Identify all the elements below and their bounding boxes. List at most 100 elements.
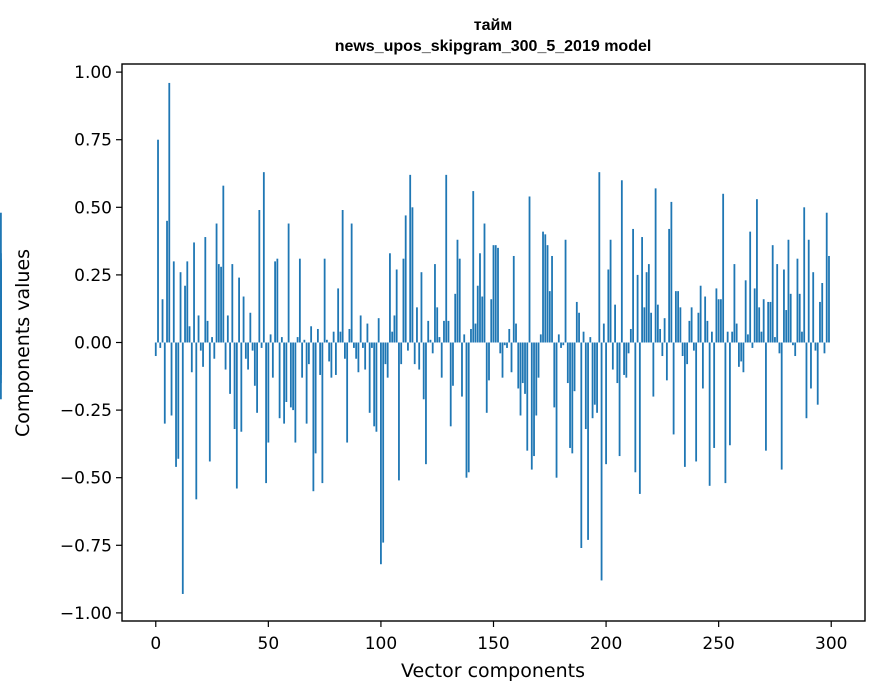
bar	[521, 342, 524, 384]
bar	[668, 228, 671, 343]
y-tick-label: 1.00	[74, 63, 112, 83]
bar	[193, 242, 195, 343]
bar	[780, 342, 783, 470]
x-tick-label: 200	[590, 634, 622, 654]
bar	[359, 315, 362, 343]
bar	[643, 307, 646, 343]
y-tick-label: 0.50	[74, 198, 112, 218]
bar	[501, 342, 504, 378]
bar	[350, 223, 353, 343]
bar	[819, 301, 821, 343]
bar	[679, 307, 682, 343]
bar	[382, 342, 385, 543]
bar	[616, 342, 619, 384]
bar	[488, 342, 490, 381]
bar	[519, 342, 522, 416]
bar	[607, 269, 610, 343]
bar	[744, 280, 747, 343]
bar	[368, 342, 371, 413]
bar	[625, 342, 628, 378]
bar	[0, 296, 2, 343]
y-tick-label: 0.75	[74, 131, 112, 151]
bar	[251, 342, 254, 351]
bar	[404, 215, 407, 343]
bar	[609, 239, 612, 343]
bar	[490, 299, 493, 343]
bar	[713, 342, 716, 448]
bar	[395, 269, 398, 343]
bar	[807, 239, 810, 343]
bar	[371, 342, 373, 348]
bar	[557, 334, 560, 343]
bar	[796, 258, 799, 343]
bar	[524, 342, 526, 394]
bar	[638, 342, 641, 494]
bar	[715, 288, 718, 343]
bar	[515, 323, 517, 343]
bar	[517, 342, 520, 389]
bar	[816, 342, 819, 405]
bar	[353, 342, 355, 348]
bar	[566, 342, 569, 384]
bar	[202, 342, 204, 367]
bar	[672, 342, 675, 435]
bar	[375, 342, 378, 432]
chart-subtitle: news_upos_skipgram_300_5_2019 model	[335, 38, 652, 55]
bar	[186, 261, 189, 343]
bar	[803, 207, 806, 343]
bar	[508, 328, 511, 343]
bar	[296, 337, 299, 343]
bar	[206, 320, 209, 343]
bar	[416, 307, 418, 343]
bar	[485, 342, 488, 413]
bar	[0, 342, 2, 384]
bar	[506, 342, 508, 348]
bar	[461, 342, 463, 397]
bar	[542, 231, 544, 343]
bar	[614, 304, 616, 343]
bar	[546, 245, 549, 343]
bar	[828, 255, 830, 343]
bar	[650, 312, 653, 343]
bar	[499, 342, 502, 354]
bar	[814, 342, 817, 351]
bar	[220, 266, 222, 343]
bar	[298, 258, 301, 343]
bar	[348, 328, 351, 343]
bar	[701, 342, 704, 389]
bar	[810, 342, 812, 389]
bar	[177, 342, 180, 459]
bar	[794, 342, 797, 357]
bar	[271, 342, 274, 378]
bar	[479, 253, 481, 343]
bar	[355, 342, 358, 359]
bar	[492, 245, 495, 343]
bar	[602, 323, 605, 343]
bar	[569, 342, 571, 448]
bar	[364, 342, 367, 370]
bar	[154, 342, 157, 357]
bar	[380, 342, 382, 565]
bar	[747, 334, 749, 343]
bar	[756, 199, 758, 343]
bar	[292, 342, 295, 411]
bar	[391, 331, 394, 343]
bar	[825, 212, 828, 343]
plot-frame	[121, 63, 866, 622]
bar	[366, 323, 369, 343]
bar	[265, 342, 267, 484]
bar	[289, 342, 292, 408]
bar	[537, 342, 540, 378]
bar	[731, 331, 734, 343]
bar	[197, 315, 200, 343]
bar	[195, 342, 198, 500]
bar	[596, 342, 598, 413]
bar	[409, 174, 412, 343]
bar	[654, 188, 657, 343]
bar	[229, 342, 231, 394]
bar	[510, 342, 513, 373]
bar	[429, 339, 432, 343]
bar	[168, 82, 171, 343]
y-tick-label: −1.00	[60, 604, 112, 624]
y-tick-label: 0.25	[74, 266, 112, 286]
